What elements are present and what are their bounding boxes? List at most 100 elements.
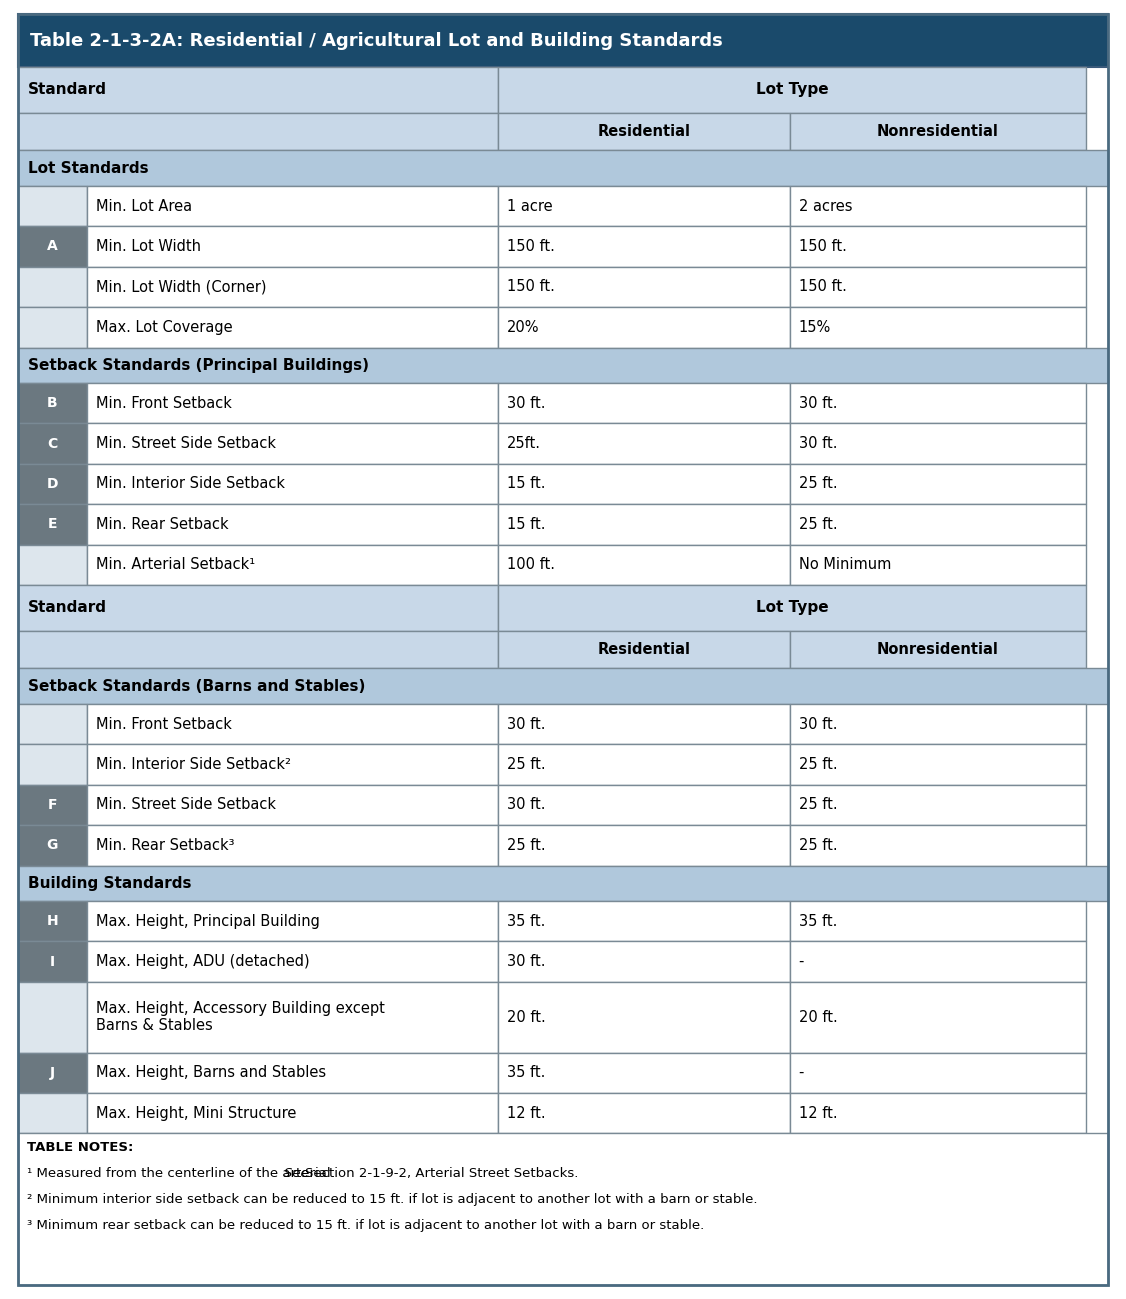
Bar	[498, 1092, 789, 1134]
Text: Section 2-1-9-2, Arterial Street Setbacks.: Section 2-1-9-2, Arterial Street Setback…	[305, 1168, 579, 1181]
Text: 30 ft.: 30 ft.	[507, 953, 545, 969]
Bar	[18, 630, 498, 669]
Bar	[498, 544, 789, 585]
Text: 25 ft.: 25 ft.	[798, 517, 838, 531]
Bar	[789, 544, 1087, 585]
Bar	[789, 464, 1087, 504]
Text: Min. Arterial Setback¹: Min. Arterial Setback¹	[96, 557, 254, 573]
Bar	[18, 865, 1108, 902]
Bar	[789, 307, 1087, 348]
Bar	[87, 1092, 498, 1134]
Bar	[498, 307, 789, 348]
Bar	[87, 464, 498, 504]
Text: Min. Rear Setback³: Min. Rear Setback³	[96, 838, 234, 853]
Text: Max. Lot Coverage: Max. Lot Coverage	[96, 320, 232, 335]
Bar	[789, 785, 1087, 825]
Text: 150 ft.: 150 ft.	[798, 279, 847, 295]
Text: No Minimum: No Minimum	[798, 557, 891, 573]
Bar	[18, 383, 87, 423]
Text: F: F	[47, 798, 57, 812]
Bar	[789, 113, 1087, 151]
Bar	[18, 464, 87, 504]
Text: Standard: Standard	[28, 82, 107, 97]
Bar	[87, 544, 498, 585]
Text: 150 ft.: 150 ft.	[798, 239, 847, 255]
Bar	[789, 504, 1087, 544]
Bar	[498, 464, 789, 504]
Bar	[87, 186, 498, 226]
Text: See: See	[284, 1168, 313, 1181]
Text: 30 ft.: 30 ft.	[798, 436, 838, 451]
Text: Lot Standards: Lot Standards	[28, 161, 149, 175]
Bar	[18, 825, 87, 865]
Text: -: -	[798, 1065, 804, 1081]
Bar	[87, 704, 498, 744]
Bar	[18, 744, 87, 785]
Text: 25 ft.: 25 ft.	[798, 757, 838, 772]
Bar	[18, 902, 87, 942]
Bar	[18, 1134, 1108, 1285]
Bar	[498, 226, 789, 266]
Bar	[18, 151, 1108, 186]
Bar	[18, 942, 87, 982]
Text: Nonresidential: Nonresidential	[877, 642, 999, 657]
Text: Min. Front Setback: Min. Front Setback	[96, 396, 232, 410]
Bar	[498, 942, 789, 982]
Bar	[498, 825, 789, 865]
Bar	[87, 504, 498, 544]
Text: Standard: Standard	[28, 600, 107, 616]
Bar	[87, 942, 498, 982]
Text: Min. Street Side Setback: Min. Street Side Setback	[96, 436, 276, 451]
Bar	[498, 982, 789, 1052]
Text: 20 ft.: 20 ft.	[798, 1009, 838, 1025]
Text: 35 ft.: 35 ft.	[798, 913, 837, 929]
Bar	[18, 226, 87, 266]
Text: ² Minimum interior side setback can be reduced to 15 ft. if lot is adjacent to a: ² Minimum interior side setback can be r…	[27, 1194, 758, 1207]
Bar	[498, 504, 789, 544]
Bar	[18, 423, 87, 464]
Text: 15 ft.: 15 ft.	[507, 477, 545, 491]
Bar	[498, 744, 789, 785]
Bar	[18, 68, 498, 113]
Bar	[789, 982, 1087, 1052]
Bar	[87, 982, 498, 1052]
Bar	[498, 1052, 789, 1092]
Text: 35 ft.: 35 ft.	[507, 913, 545, 929]
Text: C: C	[47, 436, 57, 451]
Text: 20 ft.: 20 ft.	[507, 1009, 545, 1025]
Text: ³ Minimum rear setback can be reduced to 15 ft. if lot is adjacent to another lo: ³ Minimum rear setback can be reduced to…	[27, 1220, 704, 1233]
Text: Max. Height, Mini Structure: Max. Height, Mini Structure	[96, 1105, 296, 1121]
Bar	[498, 383, 789, 423]
Text: Lot Type: Lot Type	[756, 600, 829, 616]
Bar	[498, 704, 789, 744]
Bar	[87, 383, 498, 423]
Text: Min. Lot Width (Corner): Min. Lot Width (Corner)	[96, 279, 266, 295]
Bar	[498, 113, 789, 151]
Text: E: E	[47, 517, 57, 531]
Bar	[789, 942, 1087, 982]
Bar	[789, 825, 1087, 865]
Text: Residential: Residential	[597, 123, 690, 139]
Text: 1 acre: 1 acre	[507, 199, 552, 213]
Bar	[18, 504, 87, 544]
Text: 12 ft.: 12 ft.	[507, 1105, 545, 1121]
Text: Table 2-1-3-2A: Residential / Agricultural Lot and Building Standards: Table 2-1-3-2A: Residential / Agricultur…	[30, 31, 723, 49]
Text: 30 ft.: 30 ft.	[507, 717, 545, 731]
Bar	[789, 383, 1087, 423]
Text: Min. Interior Side Setback: Min. Interior Side Setback	[96, 477, 285, 491]
Text: Building Standards: Building Standards	[28, 876, 191, 891]
Bar	[18, 585, 498, 630]
Text: Max. Height, Barns and Stables: Max. Height, Barns and Stables	[96, 1065, 325, 1081]
Text: 25 ft.: 25 ft.	[798, 838, 838, 853]
Bar	[18, 544, 87, 585]
Bar	[789, 744, 1087, 785]
Text: 30 ft.: 30 ft.	[798, 396, 838, 410]
Bar	[18, 1052, 87, 1092]
Bar	[789, 902, 1087, 942]
Bar	[87, 902, 498, 942]
Bar	[498, 68, 1087, 113]
Bar	[18, 113, 498, 151]
Bar	[87, 226, 498, 266]
Text: G: G	[46, 838, 59, 852]
Text: D: D	[46, 477, 59, 491]
